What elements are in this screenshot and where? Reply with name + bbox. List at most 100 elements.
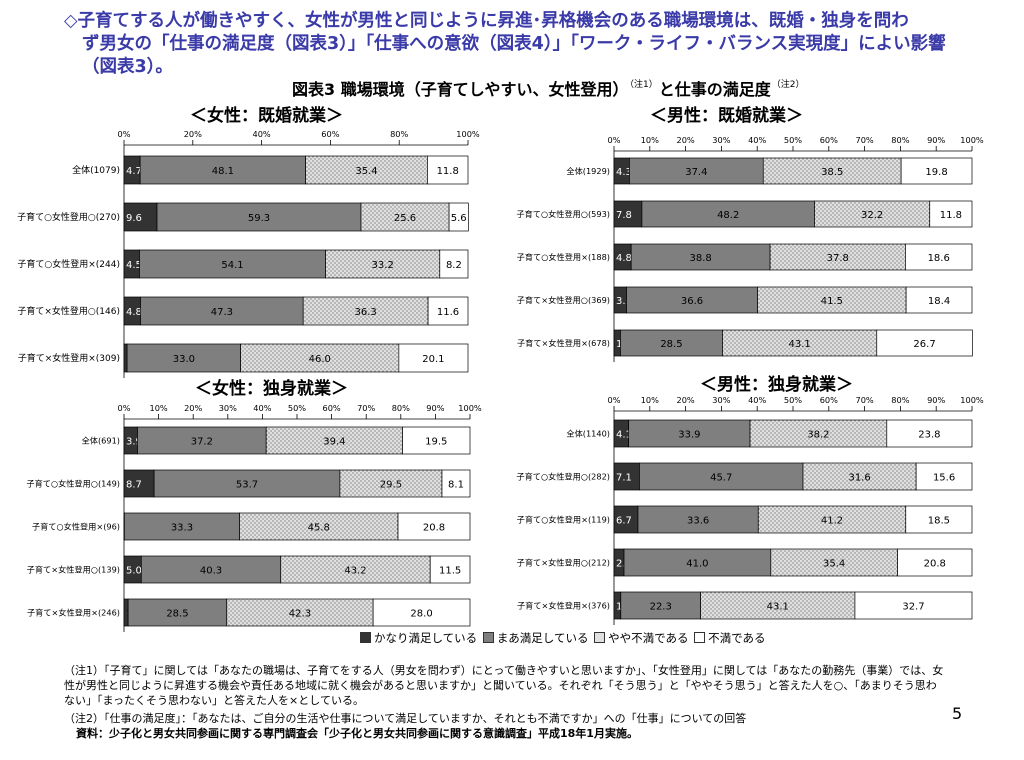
data-label: 42.3 — [289, 609, 311, 620]
data-label: 4.3 — [616, 167, 632, 178]
chart-male-married: 0% 10% 20% 30% 40% 50% 60% 70% 80% 90% 100% 全体(1929… — [516, 135, 984, 362]
data-label: 3.9 — [126, 437, 142, 448]
x-tick-label: 90% — [927, 395, 945, 405]
bar-segment — [905, 505, 973, 534]
x-tick-label: 100% — [960, 395, 984, 405]
x-tick-label: 40% — [253, 403, 271, 413]
page-number: 5 — [952, 704, 963, 723]
category-label: 全体(691) — [82, 436, 120, 446]
data-label: 4.8 — [616, 253, 632, 264]
bar-segment — [302, 296, 429, 326]
data-label: 6.7 — [616, 516, 632, 527]
bar-segment — [769, 243, 906, 271]
data-label: 53.7 — [236, 480, 258, 491]
footnotes: （注1）「子育て」に関しては「あなたの職場は、子育てをする人（男女を問わず）にと… — [64, 663, 944, 741]
bar-segment — [280, 555, 431, 584]
category-label: 子育て○女性登用○(149) — [26, 479, 120, 489]
x-tick-label: 0% — [608, 135, 621, 145]
bar-segment — [886, 419, 973, 448]
bar-segment — [876, 329, 973, 357]
x-tick-label: 0% — [118, 129, 131, 139]
chart-female-married: 0% 20% 40% 60% 80% 100% 全体(1079) 4.7 48.1 35.4 11.… — [17, 129, 480, 378]
bar-segment — [641, 200, 815, 228]
bar-segment — [140, 296, 304, 326]
x-tick-label: 40% — [748, 135, 766, 145]
x-tick-label: 80% — [891, 135, 909, 145]
bar-segment — [629, 157, 764, 185]
bar-segment — [448, 202, 469, 232]
bar-segment — [139, 155, 306, 185]
legend-swatch — [360, 632, 371, 643]
data-label: 38.2 — [807, 430, 829, 441]
x-tick-label: 50% — [784, 395, 802, 405]
data-label: 35.4 — [823, 559, 845, 570]
bar-segment — [722, 329, 878, 357]
intro-heading: ◇子育てする人が働きやすく、女性が男性と同じように昇進･昇格機会のある職場環境は… — [64, 10, 984, 79]
data-label: 28.0 — [410, 609, 432, 620]
bar-segment — [628, 419, 751, 448]
category-label: 全体(1929) — [566, 166, 610, 176]
panel-title-female-married: ＜女性：既婚就業＞ — [190, 106, 343, 126]
category-label: 子育て×女性登用○(139) — [27, 565, 120, 575]
data-label: 3.5 — [616, 296, 632, 307]
category-label: 子育て×女性登用○(146) — [17, 305, 120, 317]
x-tick-label: 20% — [676, 135, 694, 145]
bar-segment — [613, 462, 640, 491]
data-label: 43.2 — [344, 566, 366, 577]
bar-segment — [929, 200, 973, 228]
panel-title-male-married: ＜男性：既婚就業＞ — [650, 106, 803, 126]
bar-segment — [900, 157, 973, 185]
bar-segment — [427, 296, 469, 326]
bar-segment — [620, 329, 723, 357]
footnote: （注2）「仕事の満足度」：「あなたは、ご自分の生活や仕事について満足していますか… — [64, 712, 747, 725]
x-tick-label: 70% — [357, 403, 375, 413]
data-label: 45.8 — [308, 523, 330, 534]
data-label: 19.5 — [425, 437, 447, 448]
data-label: 59.3 — [248, 213, 270, 224]
legend-label: 不満である — [708, 631, 766, 645]
data-label: 48.1 — [212, 166, 234, 177]
data-label: 31.6 — [848, 473, 870, 484]
heading-line: （図表3）。 — [82, 57, 173, 77]
legend-swatch — [482, 632, 494, 643]
bar-segment — [139, 249, 326, 279]
bar-segment — [402, 426, 471, 455]
data-label: 11.8 — [940, 210, 962, 221]
bar-segment — [360, 202, 450, 232]
bar-segment — [905, 286, 973, 314]
data-label: 33.3 — [171, 523, 193, 534]
x-tick-label: 60% — [820, 395, 838, 405]
x-tick-label: 80% — [891, 395, 909, 405]
data-label: 9.6 — [126, 213, 142, 224]
x-tick-label: 0% — [608, 395, 621, 405]
category-label: 子育て○女性登用×(244) — [17, 258, 120, 270]
bar-segment — [126, 343, 241, 373]
category-label: 子育て○女性登用×(96) — [32, 522, 120, 532]
data-label: 18.5 — [928, 516, 950, 527]
data-label: 28.5 — [660, 339, 682, 350]
legend-swatch — [694, 632, 706, 643]
bar-segment — [153, 469, 341, 498]
x-tick-label: 50% — [288, 403, 306, 413]
bar-segment — [137, 426, 267, 455]
figure-title-rest: と仕事の満足度 — [658, 80, 771, 99]
figure-note-ref: （注2） — [771, 80, 805, 90]
data-label: 41.5 — [821, 296, 843, 307]
x-tick-label: 90% — [927, 135, 945, 145]
x-tick-label: 80% — [392, 403, 410, 413]
bar-segment — [630, 243, 771, 271]
x-tick-label: 10% — [641, 395, 659, 405]
x-tick-label: 80% — [390, 129, 408, 139]
bar-segment — [305, 155, 428, 185]
bar-segment — [397, 512, 471, 541]
x-tick-label: 100% — [960, 135, 984, 145]
x-tick-label: 30% — [219, 403, 237, 413]
data-label: 32.2 — [861, 210, 883, 221]
data-label: 41.2 — [821, 516, 843, 527]
data-label: 5.0 — [126, 566, 142, 577]
data-label: 7.8 — [616, 210, 632, 221]
source-note: 資料：少子化と男女共同参画に関する専門調査会「少子化と男女共同参画に関する意識調… — [76, 727, 638, 740]
category-label: 子育て○女性登用○(593) — [516, 209, 610, 219]
figure-title: 図表3 職場環境（子育てしやすい、女性登用）（注1）と仕事の満足度（注2） — [292, 76, 806, 100]
x-tick-label: 10% — [641, 135, 659, 145]
